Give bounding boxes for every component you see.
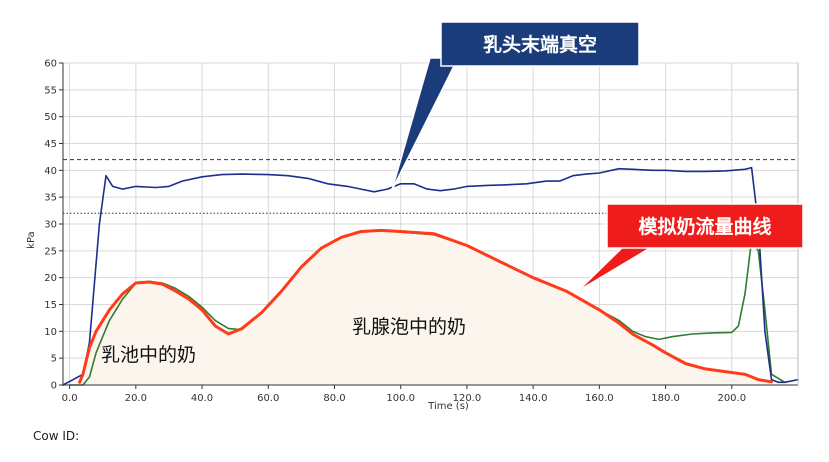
simulated-flow-series-line: [78, 228, 773, 384]
x-tick-label: 40.0: [191, 393, 213, 404]
x-tick-label: 120.0: [453, 393, 482, 404]
y-tick-label: 15: [44, 300, 57, 311]
x-tick-label: 140.0: [519, 393, 548, 404]
milk-area-fill: [79, 230, 772, 385]
y-tick-label: 0: [51, 381, 57, 392]
y-tick-label: 25: [44, 246, 57, 257]
x-tick-label: 80.0: [323, 393, 345, 404]
vacuum-series-line: [62, 166, 799, 386]
y-tick-label: 50: [44, 112, 57, 123]
cow-id-label: Cow ID:: [33, 429, 80, 443]
y-tick-label: 30: [44, 220, 57, 231]
x-tick-label: 200.0: [717, 393, 746, 404]
region-label-cistern-milk: 乳池中的奶: [101, 344, 196, 366]
x-tick-label: 0.0: [62, 393, 78, 404]
y-tick-label: 20: [44, 273, 57, 284]
x-tick-label: 100.0: [386, 393, 415, 404]
y-tick-label: 55: [44, 85, 57, 96]
fill-layer: [79, 230, 772, 385]
y-tick-label: 45: [44, 139, 57, 150]
lines-layer: [62, 166, 799, 386]
y-tick-label: 40: [44, 166, 57, 177]
vacuum-callout-text: 乳头末端真空: [483, 33, 597, 56]
x-axis-title: Time (s): [427, 401, 469, 412]
vacuum-callout-box: [440, 21, 640, 67]
flow-callout-text: 模拟奶流量曲线: [638, 215, 771, 238]
x-tick-label: 60.0: [257, 393, 279, 404]
labels-layer: 0 5 10 15 20 25 30 35 40 45 50 55 60 0.0 20.0 40.0 60.0 8…: [26, 59, 746, 413]
x-tick-label: 160.0: [585, 393, 614, 404]
y-tick-label: 5: [51, 354, 57, 365]
y-tick-label: 60: [44, 59, 57, 70]
flow-callout-box: [606, 203, 804, 249]
y-tick-label: 10: [44, 327, 57, 338]
y-tick-label: 35: [44, 193, 57, 204]
y-axis-title: kPa: [26, 231, 37, 249]
x-tick-label: 180.0: [651, 393, 680, 404]
x-tick-label: 20.0: [125, 393, 147, 404]
region-label-alveolar-milk: 乳腺泡中的奶: [352, 316, 466, 338]
